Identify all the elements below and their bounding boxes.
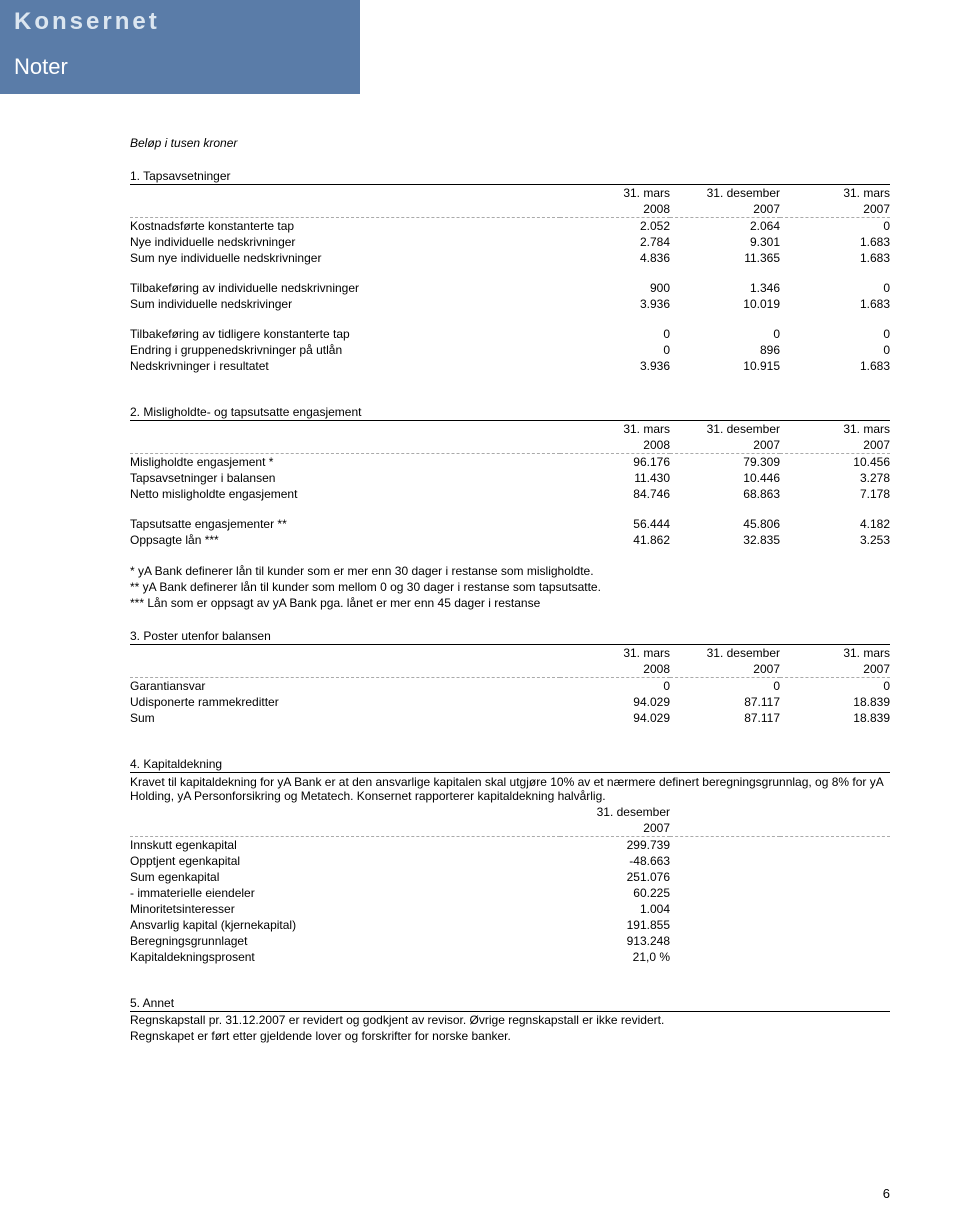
section5-line: Regnskapstall pr. 31.12.2007 er revidert… [130, 1012, 890, 1029]
table-row: Tilbakeføring av individuelle nedskrivni… [130, 280, 890, 296]
page-title: Konsernet [14, 8, 346, 36]
table-row: Tapsutsatte engasjementer **56.44445.806… [130, 516, 890, 532]
table-tapsavsetninger: 1. Tapsavsetninger 31. mars31. desember3… [130, 168, 890, 374]
page-number: 6 [883, 1186, 890, 1201]
table-annet: 5. Annet Regnskapstall pr. 31.12.2007 er… [130, 995, 890, 1044]
table-poster-utenfor: 3. Poster utenfor balansen 31. mars31. d… [130, 628, 890, 726]
table-row: Kapitaldekningsprosent21,0 % [130, 949, 890, 965]
footnote: ** yA Bank definerer lån til kunder som … [130, 580, 890, 594]
col-header: 31. desember [670, 185, 780, 202]
footnote: * yA Bank definerer lån til kunder som e… [130, 564, 890, 578]
header-block: Konsernet Noter [0, 0, 360, 94]
intro-text: Beløp i tusen kroner [130, 136, 890, 150]
table-row: Netto misligholdte engasjement84.74668.8… [130, 486, 890, 502]
table-row: Nedskrivninger i resultatet3.93610.9151.… [130, 358, 890, 374]
table-row: Endring i gruppenedskrivninger på utlån0… [130, 342, 890, 358]
page-subtitle: Noter [14, 54, 346, 80]
table-row: Tapsavsetninger i balansen11.43010.4463.… [130, 470, 890, 486]
table-row: Sum individuelle nedskrivinger3.93610.01… [130, 296, 890, 312]
content-area: Beløp i tusen kroner 1. Tapsavsetninger … [0, 94, 960, 1074]
table-row: Nye individuelle nedskrivninger2.7849.30… [130, 234, 890, 250]
col-header: 2008 [560, 201, 670, 218]
table-kapitaldekning: 4. Kapitaldekning Kravet til kapitaldekn… [130, 756, 890, 965]
table-row: Kostnadsførte konstanterte tap2.0522.064… [130, 218, 890, 235]
col-header: 31. mars [560, 185, 670, 202]
table-row: Ansvarlig kapital (kjernekapital)191.855 [130, 917, 890, 933]
section2-title: 2. Misligholdte- og tapsutsatte engasjem… [130, 404, 560, 421]
table-misligholdte: 2. Misligholdte- og tapsutsatte engasjem… [130, 404, 890, 548]
table-row: Udisponerte rammekreditter94.02987.11718… [130, 694, 890, 710]
table-row: Tilbakeføring av tidligere konstanterte … [130, 326, 890, 342]
table-row: Sum94.02987.11718.839 [130, 710, 890, 726]
section5-line: Regnskapet er ført etter gjeldende lover… [130, 1028, 890, 1044]
col-header: 2007 [780, 201, 890, 218]
section5-title: 5. Annet [130, 995, 890, 1012]
footnote: *** Lån som er oppsagt av yA Bank pga. l… [130, 596, 890, 610]
table-row: Sum egenkapital251.076 [130, 869, 890, 885]
table-row: Misligholdte engasjement *96.17679.30910… [130, 454, 890, 471]
section4-title: 4. Kapitaldekning [130, 756, 890, 773]
table-row: Opptjent egenkapital-48.663 [130, 853, 890, 869]
section3-title: 3. Poster utenfor balansen [130, 628, 560, 645]
col-header: 31. mars [780, 185, 890, 202]
table-row: Garantiansvar000 [130, 678, 890, 695]
section4-intro: Kravet til kapitaldekning for yA Bank er… [130, 773, 890, 805]
table-row: Beregningsgrunnlaget913.248 [130, 933, 890, 949]
col-header: 2007 [670, 201, 780, 218]
table-row: Minoritetsinteresser1.004 [130, 901, 890, 917]
table-row: Oppsagte lån ***41.86232.8353.253 [130, 532, 890, 548]
table-row: Sum nye individuelle nedskrivninger4.836… [130, 250, 890, 266]
table-row: Innskutt egenkapital299.739 [130, 837, 890, 854]
table-row: - immaterielle eiendeler60.225 [130, 885, 890, 901]
section1-title: 1. Tapsavsetninger [130, 168, 560, 185]
